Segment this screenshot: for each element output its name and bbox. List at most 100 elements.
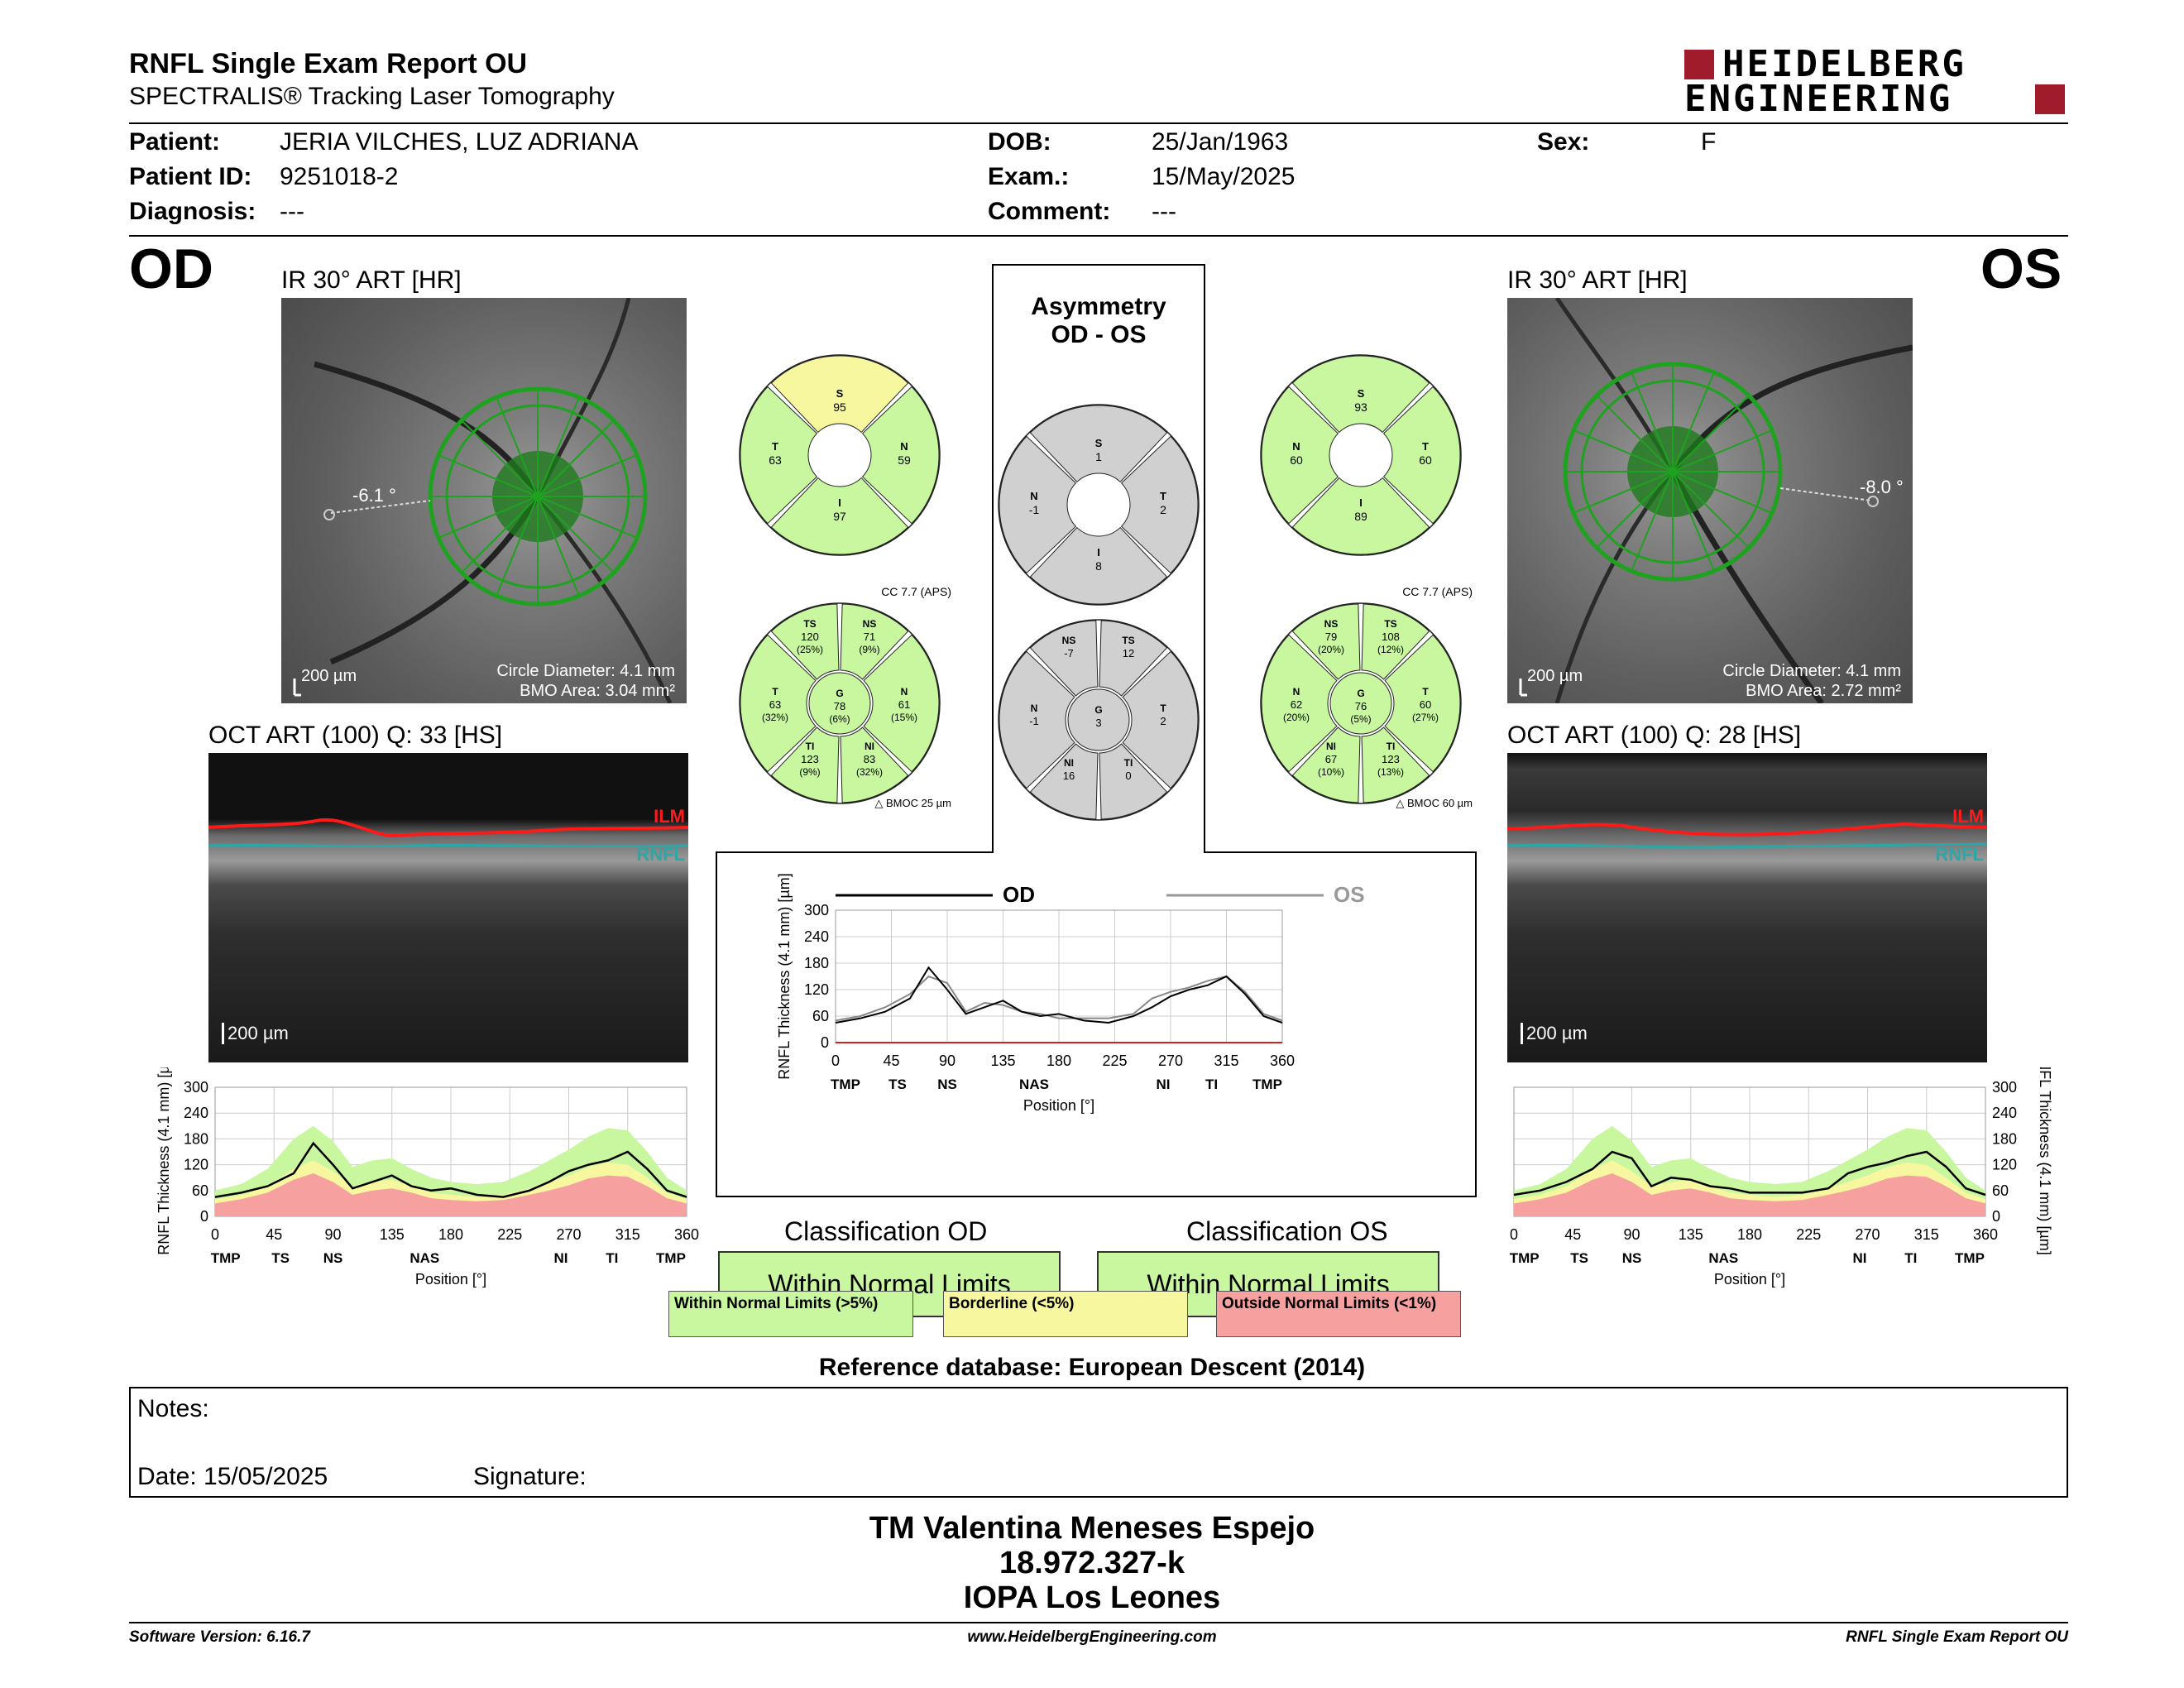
sector-label: NI: [1157, 1077, 1171, 1092]
x-tick: 360: [1973, 1226, 1998, 1243]
y-tick: 120: [184, 1157, 208, 1173]
od-six-value-g: 78: [834, 700, 845, 712]
x-tick: 90: [939, 1053, 956, 1069]
od-fundus-image: -6.1 ° 200 µm Circle Diameter: 4.1 mm BM…: [281, 298, 687, 703]
classification-od-title: Classification OD: [784, 1216, 988, 1246]
x-tick: 45: [883, 1053, 899, 1069]
center-frame: [716, 264, 1477, 1197]
brand-square-bottom: [2035, 84, 2065, 114]
asym-title-1: Asymmetry: [1031, 293, 1166, 320]
x-tick: 135: [990, 1053, 1015, 1069]
os-six-sector-ts: [1361, 603, 1430, 680]
asym-quad-value-t: 2: [1160, 503, 1166, 516]
od-six-value-ti: 123: [801, 753, 819, 765]
sector-label: TS: [1570, 1250, 1588, 1266]
asym-six-label-ns: NS: [1062, 635, 1076, 646]
od-six-sectors: TS120(25%)NS71(9%)N61(15%)NI83(32%)TI123…: [739, 602, 941, 804]
diagnosis-value: ---: [280, 198, 304, 225]
brand-line-1: HEIDELBERG: [1722, 43, 1966, 85]
od-oct-title: OCT ART (100) Q: 33 [HS]: [208, 722, 503, 749]
od-six-value-t: 63: [769, 698, 781, 711]
sector-label: TS: [888, 1077, 907, 1092]
notes-label: Notes:: [137, 1395, 209, 1422]
od-angle: -6.1 °: [352, 485, 396, 506]
x-axis-label: Position [°]: [1023, 1097, 1094, 1114]
od-cc: CC 7.7 (APS): [881, 585, 951, 598]
sector-label: TMP: [1510, 1250, 1540, 1266]
os-bmo-area: BMO Area: 2.72 mm²: [1746, 682, 1901, 700]
sig-line-2: 18.972.327-k: [999, 1546, 1185, 1580]
os-six-value-ts: 108: [1382, 631, 1400, 643]
os-quad-value-t: 60: [1419, 453, 1432, 467]
dob-label: DOB:: [988, 128, 1051, 156]
os-fundus-overlay: [1519, 298, 1913, 703]
os-chart: 0 60 120 180 240 300 0 45 90 135 180 225 270 315 360 TM…: [1510, 1067, 2053, 1288]
od-six-sector-ti: [770, 727, 840, 803]
asym-six-sector-ti: [1099, 743, 1168, 820]
od-quad-value-t: 63: [769, 453, 782, 467]
od-six-value-ts: 120: [801, 631, 819, 643]
os-bmoc: △ BMOC 60 µm: [1396, 797, 1473, 809]
os-fundus-image: -8.0 ° 200 µm Circle Diameter: 4.1 mm BM…: [1507, 298, 1913, 703]
od-six-pct-ti: (9%): [799, 766, 820, 778]
os-six-value-g: 76: [1355, 700, 1367, 712]
od-six-value-n: 61: [898, 698, 910, 711]
asym-six-value-ts: 12: [1123, 647, 1134, 659]
od-six-pct-ni: (32%): [856, 766, 883, 778]
y-tick: 300: [184, 1079, 208, 1096]
y-tick: 300: [1992, 1079, 2017, 1096]
od-oct-layers: [208, 818, 688, 848]
comment-label: Comment:: [988, 198, 1111, 225]
x-tick: 0: [1510, 1226, 1518, 1243]
od-six-label-ns: NS: [863, 618, 877, 630]
od-circle-diameter: Circle Diameter: 4.1 mm: [496, 662, 675, 680]
footer-center: www.HeidelbergEngineering.com: [967, 1628, 1217, 1646]
od-oct-image: ILM RNFL 200 µm: [208, 753, 688, 1062]
classification-os-title: Classification OS: [1186, 1216, 1388, 1246]
x-tick: 0: [211, 1226, 219, 1243]
notes-box: Notes: Date: 15/05/2025 Signature:: [129, 1387, 2068, 1498]
x-axis-label: Position [°]: [415, 1271, 486, 1288]
os-six-pct-ts: (12%): [1377, 644, 1404, 655]
sector-label: TI: [606, 1250, 618, 1266]
y-tick: 180: [804, 955, 829, 971]
patient-id-value: 9251018-2: [280, 163, 399, 190]
legend-normal: Within Normal Limits (>5%): [668, 1291, 913, 1337]
y-tick: 180: [184, 1130, 208, 1147]
patient-id-label: Patient ID:: [129, 163, 252, 190]
os-angle: -8.0 °: [1860, 477, 1904, 497]
patient-label: Patient:: [129, 128, 221, 156]
sex-label: Sex:: [1537, 128, 1590, 156]
asym-six-sector-ns: [1029, 620, 1099, 697]
od-quad-value-n: 59: [898, 453, 911, 467]
footer-right: RNFL Single Exam Report OU: [1846, 1628, 2068, 1646]
brand-logo: HEIDELBERG ENGINEERING: [1684, 43, 2067, 117]
x-tick: 135: [1679, 1226, 1703, 1243]
exam-value: 15/May/2025: [1152, 163, 1296, 190]
band-outside: [1514, 1173, 1985, 1216]
y-tick: 240: [184, 1105, 208, 1121]
footer-divider: [129, 1622, 2068, 1623]
sector-label: TMP: [1955, 1250, 1985, 1266]
x-tick: 0: [831, 1053, 840, 1069]
exam-label: Exam.:: [988, 163, 1070, 190]
asym-six-sector-n: [999, 650, 1075, 789]
asym-quad-value-s: 1: [1095, 450, 1102, 463]
os-six-pct-t: (27%): [1412, 712, 1439, 723]
asym-six-sector-t: [1122, 650, 1199, 789]
x-tick: 135: [380, 1226, 405, 1243]
os-six-label-g: G: [1357, 688, 1364, 699]
od-six-label-ni: NI: [864, 741, 874, 752]
legend-outside: Outside Normal Limits (<1%): [1216, 1291, 1461, 1337]
os-six-label-ts: TS: [1384, 618, 1396, 630]
asym-quad-value-n: -1: [1029, 503, 1040, 516]
od-bmoc: △ BMOC 25 µm: [874, 797, 951, 809]
legend-od: OD: [1003, 882, 1035, 907]
x-tick: 45: [1564, 1226, 1581, 1243]
x-tick: 270: [556, 1226, 581, 1243]
asym-six-value-ns: -7: [1064, 647, 1074, 659]
os-oct-title: OCT ART (100) Q: 28 [HS]: [1507, 722, 1802, 749]
od-six-pct-ns: (9%): [859, 644, 879, 655]
asym-quad-label-i: I: [1097, 546, 1100, 559]
od-eye-label: OD: [129, 237, 213, 300]
